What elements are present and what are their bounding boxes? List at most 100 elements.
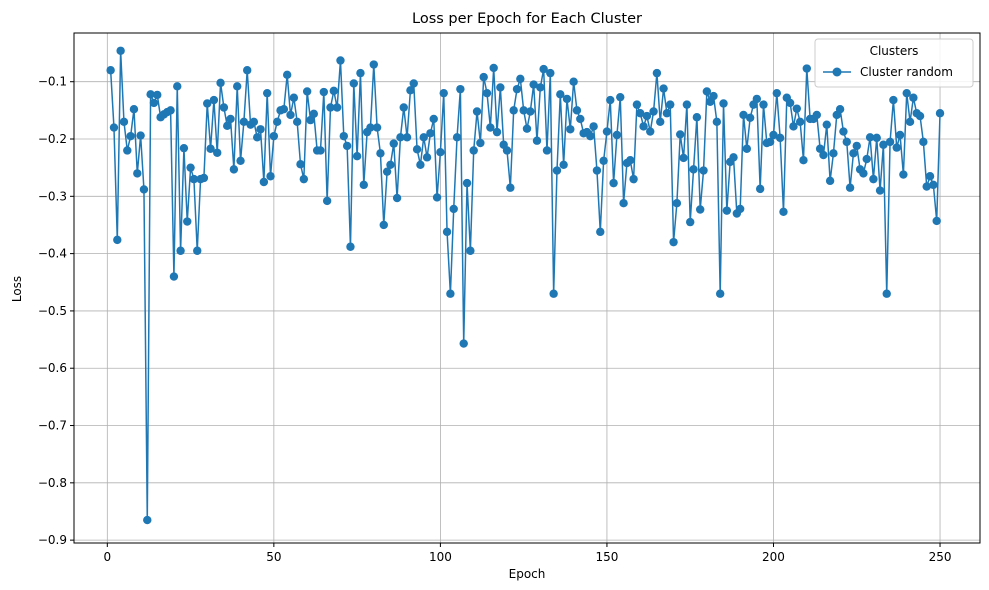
data-point: [682, 100, 692, 109]
data-point: [835, 105, 845, 114]
data-point: [869, 174, 878, 184]
data-point: [199, 173, 209, 183]
data-point: [889, 95, 898, 105]
data-point: [872, 133, 881, 143]
data-point: [715, 289, 725, 298]
x-tick-label: 250: [929, 550, 952, 564]
y-tick-label: −0.1: [38, 75, 67, 89]
data-point: [769, 130, 778, 140]
data-point: [442, 227, 452, 237]
data-point: [609, 178, 618, 188]
data-point: [479, 72, 488, 82]
data-point: [233, 82, 242, 91]
data-point: [316, 146, 325, 155]
data-point: [619, 198, 628, 208]
data-point: [249, 117, 259, 127]
data-point: [629, 174, 638, 184]
y-axis-label: Loss: [10, 276, 24, 302]
data-point: [885, 137, 895, 147]
data-point: [765, 137, 775, 147]
data-point: [929, 180, 938, 190]
data-point: [186, 163, 195, 172]
data-point: [203, 99, 212, 108]
data-point: [919, 137, 928, 147]
data-point: [123, 146, 132, 155]
data-point: [572, 106, 582, 115]
data-point: [549, 289, 558, 298]
data-point: [262, 88, 272, 98]
data-point: [532, 136, 542, 145]
data-point: [819, 150, 828, 160]
data-point: [259, 177, 269, 187]
data-point: [812, 110, 821, 120]
data-point: [282, 70, 292, 80]
data-point: [569, 77, 578, 86]
data-point: [446, 289, 455, 298]
data-point: [576, 114, 585, 124]
data-point: [669, 237, 678, 247]
data-point: [672, 198, 682, 208]
data-point: [652, 68, 662, 78]
data-point: [636, 109, 645, 118]
data-point: [389, 139, 398, 148]
data-point: [849, 149, 858, 158]
data-point: [169, 272, 179, 281]
y-tick-label: −0.9: [38, 533, 67, 547]
data-point: [439, 88, 448, 98]
data-point: [922, 182, 931, 191]
data-point: [709, 91, 718, 101]
data-point: [376, 149, 385, 158]
data-point: [712, 117, 722, 127]
data-point: [722, 206, 732, 215]
data-point: [332, 103, 342, 112]
data-point: [432, 193, 442, 202]
data-point: [369, 60, 378, 69]
data-point: [339, 131, 349, 141]
data-point: [153, 90, 162, 100]
data-point: [436, 147, 445, 157]
data-point: [416, 160, 425, 169]
data-point: [852, 141, 861, 151]
data-point: [193, 246, 202, 255]
data-point: [875, 186, 885, 195]
data-point: [476, 138, 485, 148]
data-point: [236, 156, 245, 165]
data-point: [229, 165, 239, 174]
data-point: [412, 145, 422, 154]
data-point: [882, 289, 891, 298]
data-point: [845, 183, 855, 192]
data-point: [472, 107, 482, 116]
data-point: [642, 111, 652, 121]
data-point: [109, 123, 119, 132]
data-point: [692, 113, 702, 122]
data-point: [379, 220, 388, 230]
data-point: [279, 105, 289, 114]
x-tick-label: 0: [103, 550, 111, 564]
data-point: [542, 146, 552, 155]
data-point: [252, 133, 262, 142]
data-point: [402, 133, 412, 142]
data-point: [492, 127, 502, 137]
data-point: [902, 88, 911, 98]
data-point: [143, 515, 152, 525]
data-point: [539, 64, 548, 74]
data-point: [129, 105, 139, 114]
data-point: [399, 103, 408, 112]
data-point: [119, 117, 129, 127]
data-point: [219, 103, 229, 112]
data-point: [915, 111, 925, 121]
data-point: [113, 235, 122, 245]
data-point: [243, 66, 252, 75]
data-point: [755, 184, 765, 194]
data-point: [529, 80, 538, 89]
data-point: [506, 183, 515, 192]
data-point: [802, 64, 811, 73]
data-point: [306, 115, 315, 125]
data-point: [659, 84, 668, 93]
data-point: [892, 143, 901, 152]
data-point: [179, 143, 189, 153]
data-point: [126, 131, 135, 141]
data-point: [106, 66, 115, 75]
